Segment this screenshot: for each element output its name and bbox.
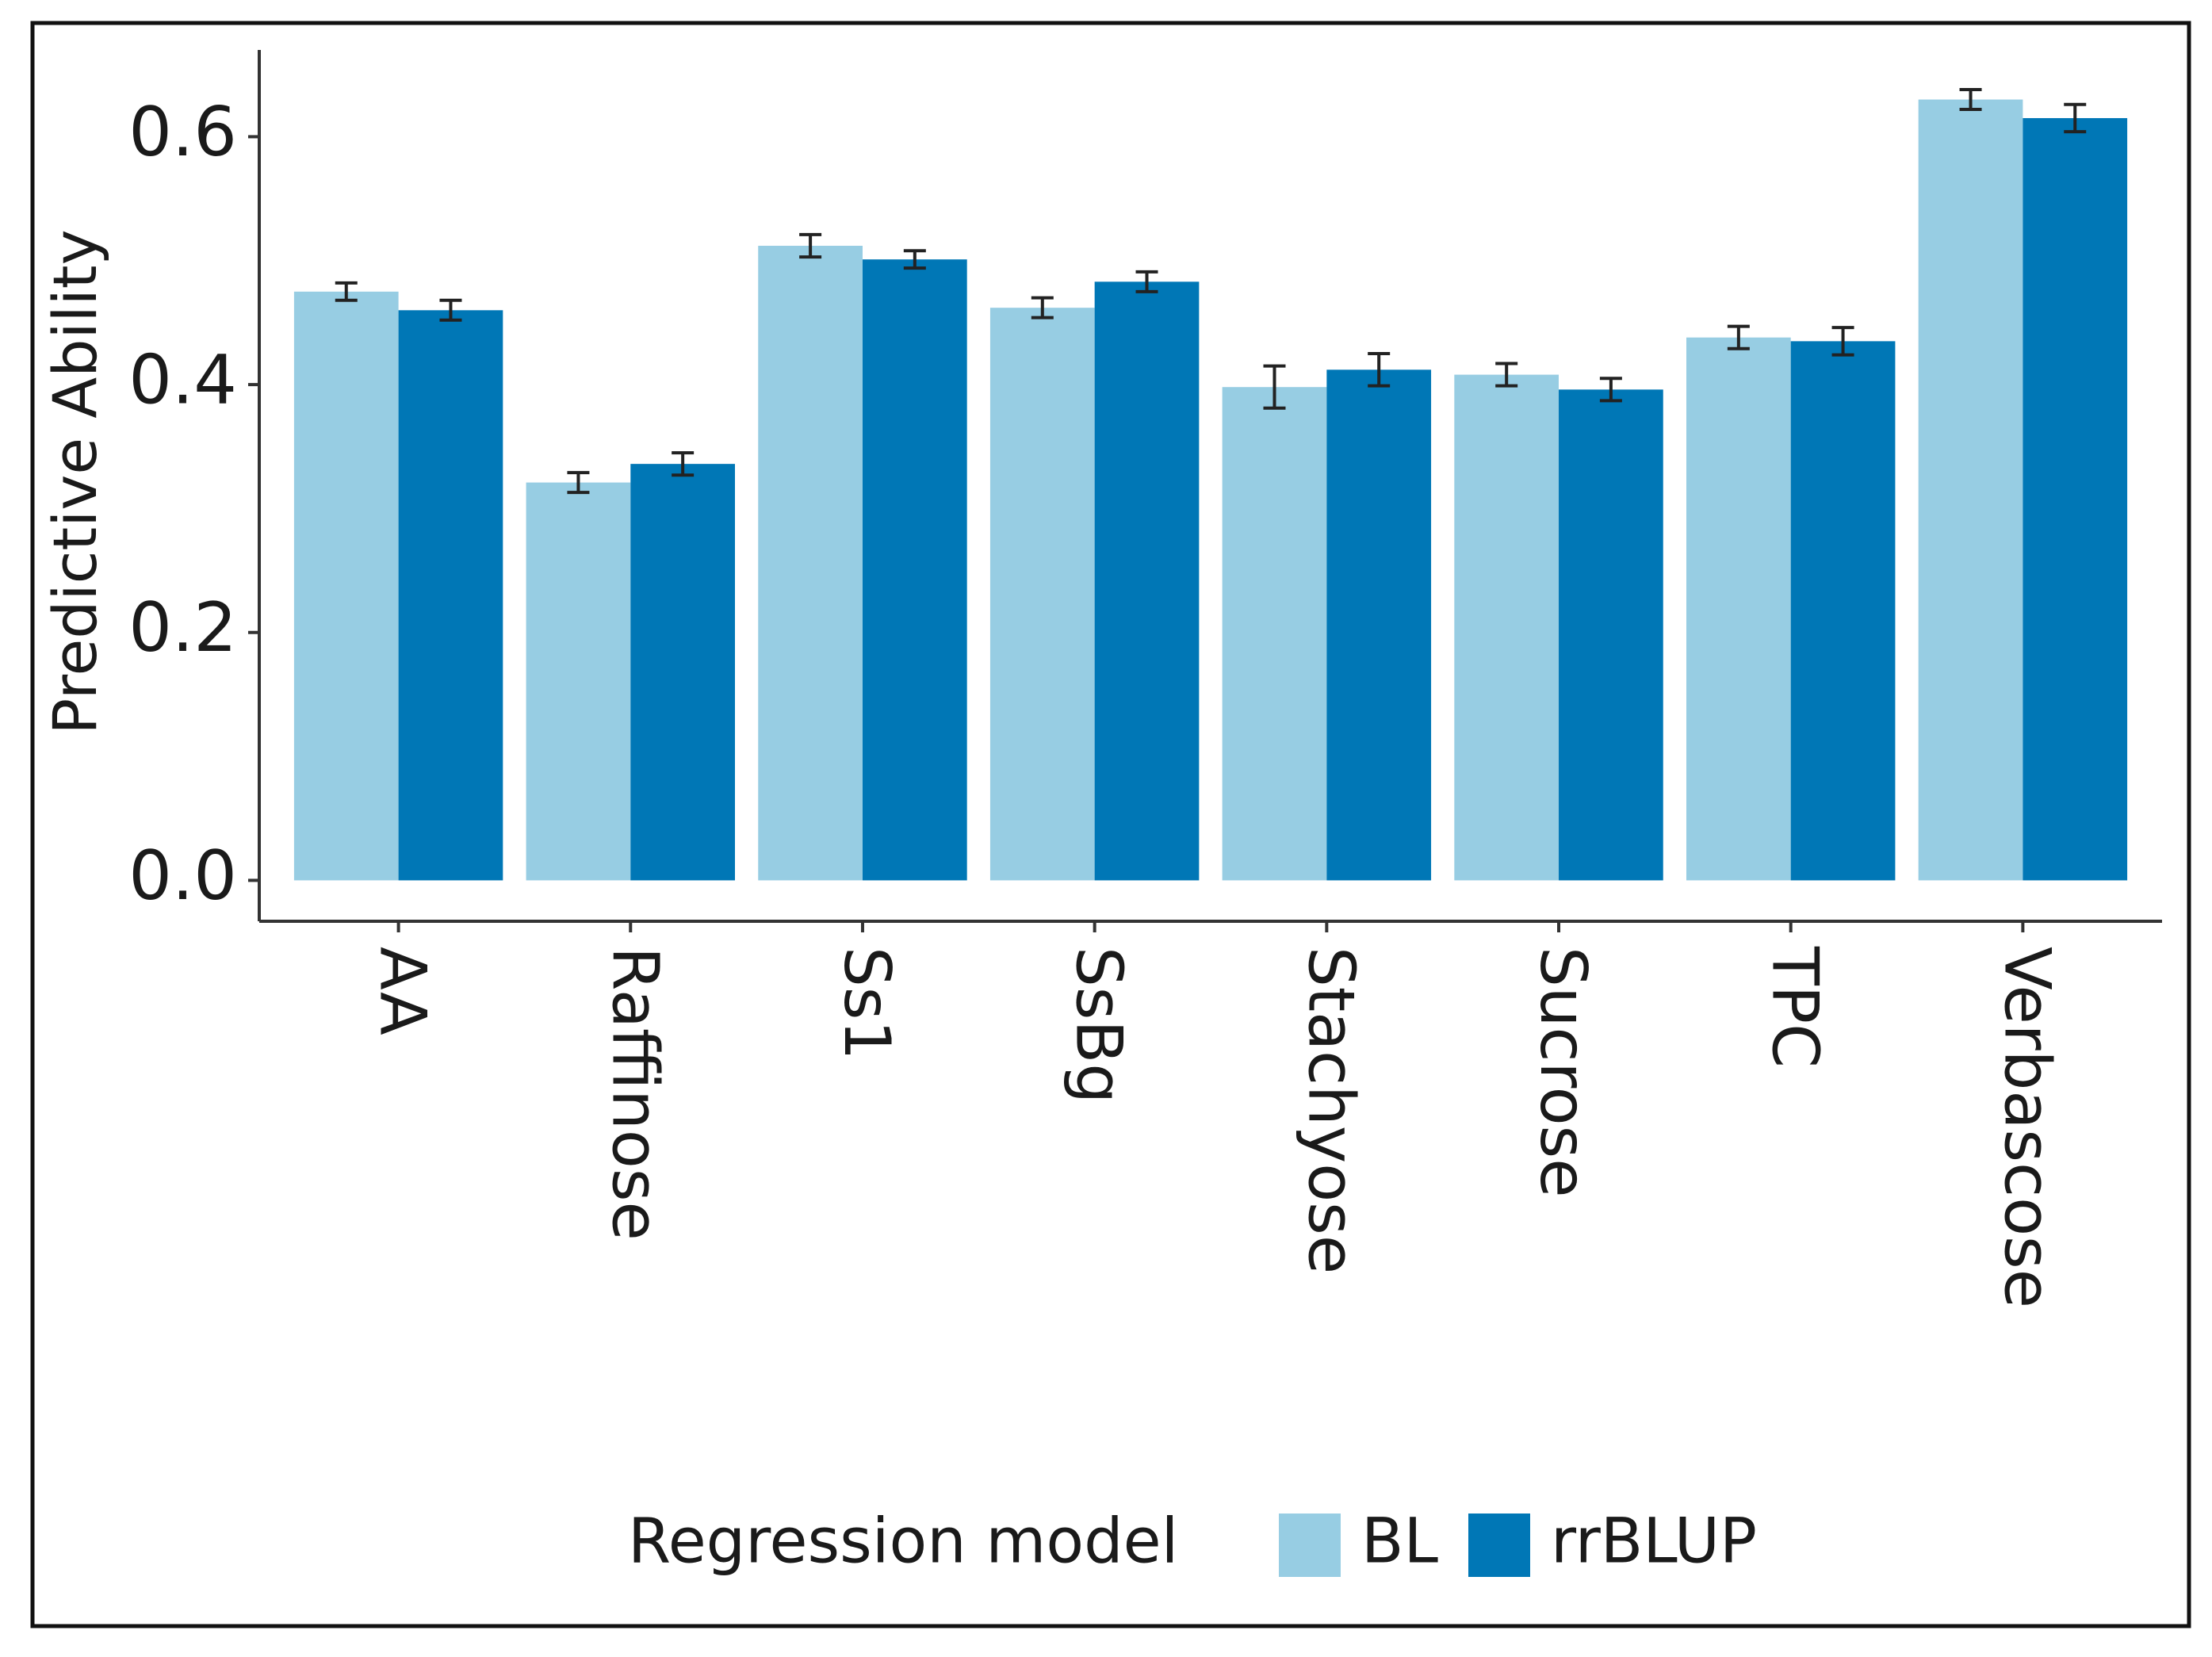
error-bar (1727, 324, 1750, 350)
bar (1326, 369, 1432, 881)
error-bar (672, 451, 695, 477)
error-bar (1495, 362, 1518, 388)
bar (862, 259, 967, 881)
bar (293, 291, 399, 881)
error-bar (567, 471, 590, 495)
error-bar (1599, 377, 1622, 403)
bar (1454, 374, 1559, 881)
x-tick-label: Stachyose (1294, 947, 1368, 1274)
x-tick-label: Sucrose (1526, 947, 1600, 1197)
error-bar (1031, 296, 1054, 320)
x-tick-label: TPC (1759, 946, 1832, 1068)
error-bar (799, 232, 822, 259)
legend-swatch (1468, 1513, 1530, 1577)
error-bar (1368, 352, 1391, 388)
y-tick-label: 0.6 (128, 93, 237, 172)
error-bar (1135, 270, 1158, 293)
error-bar (903, 249, 926, 270)
error-bar (2064, 102, 2087, 134)
bar (758, 246, 863, 881)
y-tick-label: 0.2 (128, 588, 237, 668)
bar (989, 308, 1095, 881)
x-tick-label: AA (366, 947, 440, 1035)
y-tick-label: 0.4 (128, 341, 237, 420)
bar (526, 482, 631, 881)
bar (398, 310, 503, 881)
x-tick-label: Verbascose (1990, 947, 2064, 1308)
bar (1094, 281, 1200, 881)
error-bar (1959, 88, 1982, 112)
x-tick-label: Raffinose (598, 947, 672, 1241)
bar (1559, 389, 1663, 881)
legend-label: rrBLUP (1551, 1506, 1757, 1577)
legend-swatch (1279, 1513, 1341, 1577)
x-tick-label: SsBg (1062, 947, 1136, 1104)
bar (630, 464, 735, 881)
bar (1918, 99, 2023, 881)
bar (1222, 387, 1327, 881)
y-tick-label: 0.0 (128, 836, 237, 916)
error-bar (1263, 364, 1286, 410)
error-bar (1831, 326, 1854, 357)
error-bar (439, 298, 462, 322)
y-axis-label: Predictive Ability (40, 229, 110, 734)
bar (1686, 337, 1791, 881)
bar (2023, 117, 2128, 881)
x-tick-label: Ss1 (830, 947, 904, 1060)
bar (1790, 341, 1896, 881)
error-bar (335, 281, 358, 302)
legend-title: Regression model (628, 1506, 1178, 1577)
legend-label: BL (1361, 1506, 1439, 1577)
